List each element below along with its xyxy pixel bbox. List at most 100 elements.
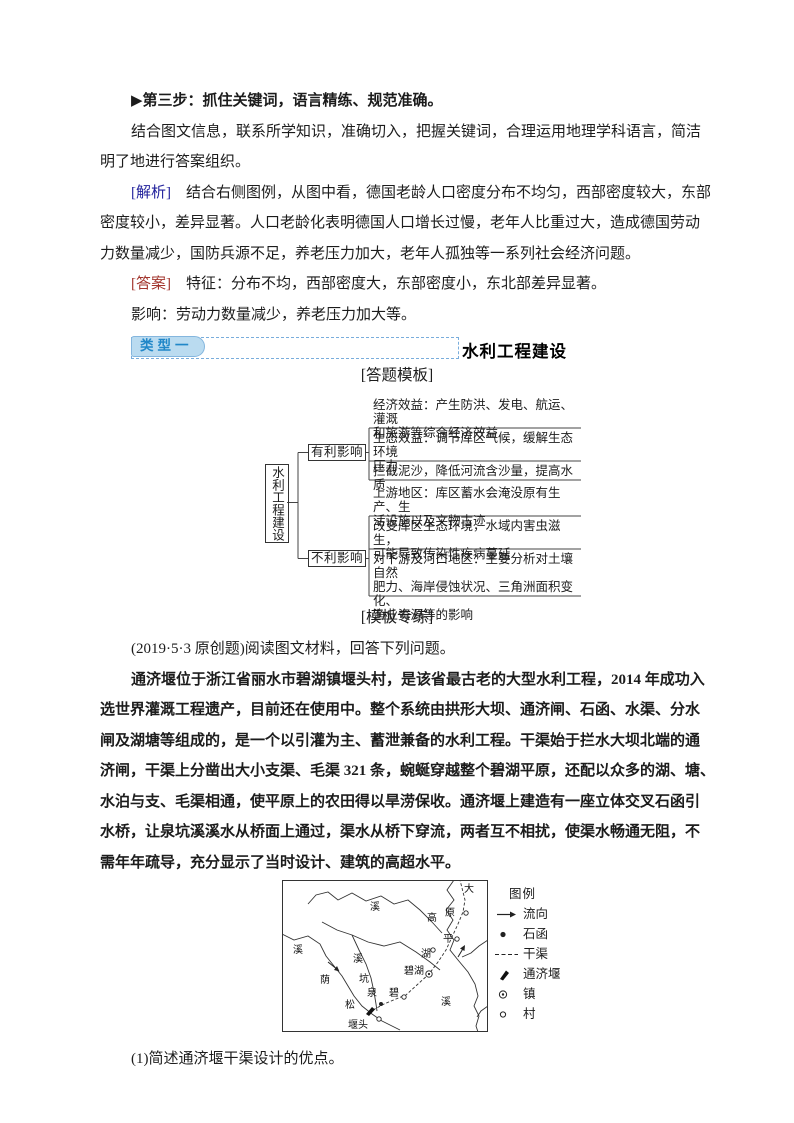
analysis-line: 密度较小，差异显著。人口老龄化表明德国人口增长过慢，老年人比重过大，造成德国劳动 xyxy=(100,215,701,231)
map-label: 原 xyxy=(445,907,455,919)
tongji-weir-map: 溪 大 高 原 平 湖 碧湖 碧 溪 坑 泉 溪 荫 松 堰头 溪 xyxy=(282,880,488,1032)
tongji-weir-icon xyxy=(500,970,509,981)
step-line: ▶第三步：抓住关键词，语言精练、规范准确。 xyxy=(100,86,694,117)
unfavorable-item: 对下游及河口地区：主要分析对土壤自然 肥力、海岸侵蚀状况、三角洲面积变化、 渔业… xyxy=(373,552,574,622)
step-line-text: 第三步：抓住关键词，语言精练、规范准确。 xyxy=(142,93,443,109)
legend-label: 干渠 xyxy=(523,947,549,961)
village-icon xyxy=(499,1011,507,1018)
town-symbol-dot xyxy=(427,972,431,976)
unfavorable-item: 上游地区：库区蓄水会淹没原有生产、生 活设施以及文物古迹 xyxy=(373,486,561,528)
question-line: (1)简述通济堰干渠设计的优点。 xyxy=(131,1051,344,1067)
flow-direction-arrows xyxy=(327,945,465,972)
map-label: 溪 xyxy=(353,953,363,965)
triangle-bullet-icon: ▶ xyxy=(131,93,143,109)
map-symbols xyxy=(366,910,469,1022)
main-canal-icon xyxy=(495,953,518,956)
legend-item: 流向 xyxy=(495,908,605,921)
village-symbol xyxy=(376,1016,382,1022)
analysis-line: 力数量减少，国防兵源不足，养老压力加大，老年人孤独等一系列社会经济问题。 xyxy=(100,245,641,262)
material-line: 需年年疏导，充分显示了当时设计、建筑的高超水平。 xyxy=(100,854,461,871)
favorable-item: 拦截泥沙，降低河流含沙量，提高水质 xyxy=(373,464,574,492)
paragraph-line: 结合图文信息，联系所学知识，准确切入，把握关键词，合理运用地理学科语言，简洁 xyxy=(131,123,702,140)
answer-line: [答案] 特征：分布不均，西部密度大，东部密度小，东北部差异显著。 xyxy=(100,269,694,300)
village-symbol xyxy=(430,947,436,953)
stone-culvert-symbol xyxy=(379,1002,383,1006)
favorable-item: 经济效益：产生防洪、发电、航运、灌溉 和旅游等综合经济效益 xyxy=(373,398,574,440)
tongji-weir-symbol xyxy=(366,1007,375,1016)
answer-label: [答案] xyxy=(131,276,171,292)
material-line: 济闸，干渠上分凿出大小支渠、毛渠 321 条，蜿蜒穿越整个碧湖平原，还配以众多的… xyxy=(100,763,716,779)
legend-item: 镇 xyxy=(495,988,605,1001)
favorable-item: 生态效益：调节库区气候，缓解生态环境 压力 xyxy=(373,431,574,473)
map-label: 碧 xyxy=(389,987,399,999)
map-label: 荫 xyxy=(320,974,330,986)
legend-item: 通济堰 xyxy=(495,968,605,981)
stone-culvert-icon xyxy=(500,931,506,938)
map-label: 平 xyxy=(443,934,453,945)
quankeng-stream-path xyxy=(351,934,378,1012)
village-symbol xyxy=(454,936,460,942)
flowchart-root-box: 水利工程建设 xyxy=(265,464,289,543)
legend-label: 通济堰 xyxy=(523,967,561,981)
content-column: ▶第三步：抓住关键词，语言精练、规范准确。 结合图文信息，联系所学知识，准确切入… xyxy=(100,86,716,1075)
flow-arrow-icon xyxy=(497,911,516,918)
village-symbol xyxy=(401,994,407,1000)
analysis-text: 结合右侧图例，从图中看，德国老龄人口密度分布不均匀，西部密度较大，东部 xyxy=(171,184,712,201)
analysis-label: [解析] xyxy=(131,184,171,201)
legend-label: 流向 xyxy=(523,907,549,921)
stream-path-north xyxy=(307,891,443,934)
main-canal-dashed-path xyxy=(372,880,466,1011)
template-practice-header: [模板专练] xyxy=(360,609,434,626)
map-border xyxy=(282,880,488,1032)
map-label: 碧湖 xyxy=(404,965,424,977)
legend-title: 图例 xyxy=(509,887,537,901)
exercise-intro: (2019·5·3 原创题)阅读图文材料，回答下列问题。 xyxy=(131,641,455,657)
type-band: 类型一 水利工程建设 xyxy=(100,336,694,361)
daxi-river-path xyxy=(445,880,480,1032)
map-figure: 溪 大 高 原 平 湖 碧湖 碧 溪 坑 泉 溪 荫 松 堰头 溪 xyxy=(282,880,682,1032)
flow-arrow-icon xyxy=(460,945,465,951)
village-symbol xyxy=(463,910,469,916)
map-label: 松 xyxy=(345,998,355,1011)
favorable-impact-box: 有利影响 xyxy=(308,444,366,461)
map-label: 溪 xyxy=(441,996,451,1008)
material-line: 水泊与支、毛渠相通，使平原上的农田得以旱涝保收。通济堰上建造有一座立体交叉石函引 xyxy=(100,793,701,810)
unfavorable-item: 改变库区生态环境，水域内害虫滋生， 可能导致传染性疾病蔓延 xyxy=(373,519,561,561)
answer-template-header: [答题模板] xyxy=(360,367,434,384)
map-label: 堰头 xyxy=(348,1019,368,1031)
answer-line: 影响：劳动力数量减少，养老压力加大等。 xyxy=(131,306,417,323)
map-label: 溪 xyxy=(293,944,303,956)
material-line: 选世界灌溉工程遗产，目前还在使用中。整个系统由拱形大坝、通济闸、石函、水渠、分水 xyxy=(100,702,701,718)
flowchart-connectors xyxy=(287,427,581,597)
unfavorable-impact-box: 不利影响 xyxy=(308,550,366,567)
map-label: 大 xyxy=(464,882,474,895)
type-band-title: 水利工程建设 xyxy=(462,342,567,361)
flow-arrow-icon xyxy=(334,966,340,972)
flowchart: 水利工程建设 有利影响 不利影响 经济效益：产生防洪、发电、航运、灌溉 和旅游等… xyxy=(100,392,694,622)
map-label: 坑 xyxy=(359,972,369,985)
type-band-pill: 类型一 xyxy=(131,336,205,357)
east-tributary-path xyxy=(461,939,488,958)
stream-path-middle xyxy=(321,921,441,971)
map-label: 溪 xyxy=(370,901,380,913)
map-labels: 溪 大 高 原 平 湖 碧湖 碧 溪 坑 泉 溪 荫 松 堰头 溪 xyxy=(293,882,474,1031)
paragraph-line: 明了地进行答案组织。 xyxy=(100,154,251,170)
legend-item: 干渠 xyxy=(495,948,605,961)
answer-text: 特征：分布不均，西部密度大，东部密度小，东北部差异显著。 xyxy=(171,276,607,292)
material-line: 闸及湖塘等组成的，是一个以引灌为主、蓄泄兼备的水利工程。干渠始于拦水大坝北端的通 xyxy=(100,732,701,749)
map-label: 高 xyxy=(427,911,437,924)
southeast-tributary-path xyxy=(476,1005,488,1018)
map-label: 湖 xyxy=(421,948,431,960)
legend-label: 石函 xyxy=(523,927,549,941)
analysis-line: [解析] 结合右侧图例，从图中看，德国老龄人口密度分布不均匀，西部密度较大，东部 xyxy=(100,178,711,209)
map-legend: 图例 流向 石函 干渠 通济堰 xyxy=(495,888,605,1028)
legend-item: 村 xyxy=(495,1008,605,1021)
town-icon xyxy=(498,990,508,999)
legend-item: 石函 xyxy=(495,928,605,941)
material-line: 水桥，让泉坑溪溪水从桥面上通过，渠水从桥下穿流，两者互不相扰，使渠水畅通无阻，不 xyxy=(100,824,701,840)
legend-label: 镇 xyxy=(523,987,536,1001)
map-label: 泉 xyxy=(367,986,377,999)
material-line: 通济堰位于浙江省丽水市碧湖镇堰头村，是该省最古老的大型水利工程，2014 年成功… xyxy=(131,671,705,688)
legend-label: 村 xyxy=(523,1007,536,1021)
